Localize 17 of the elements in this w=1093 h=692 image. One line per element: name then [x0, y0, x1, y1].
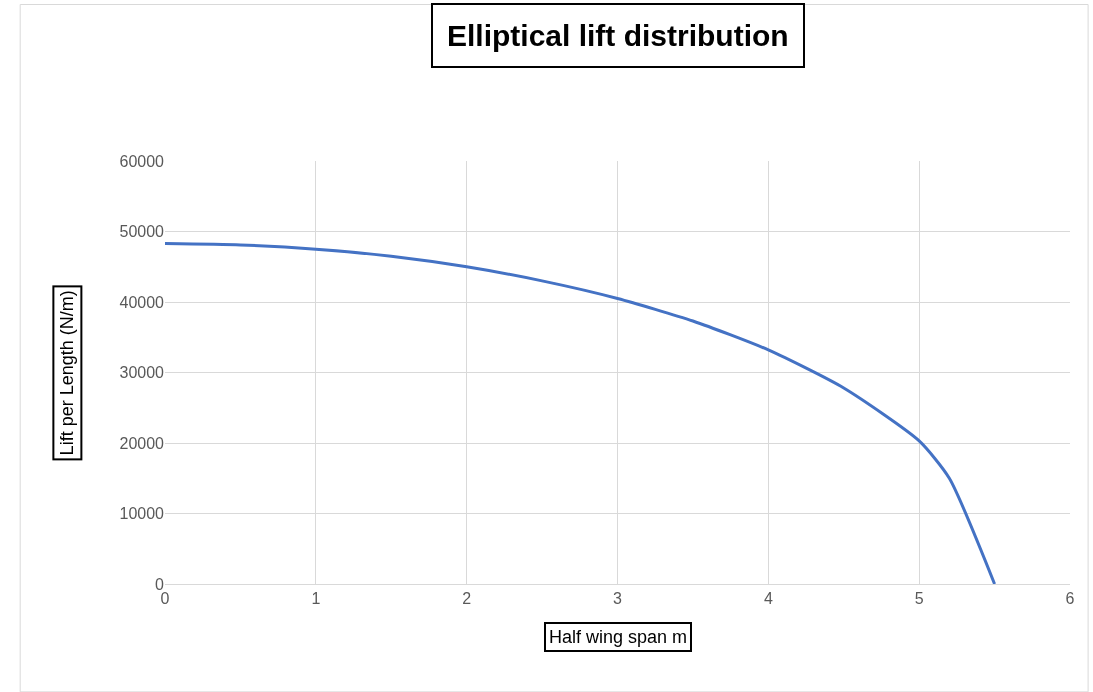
x-axis-title: Half wing span m: [549, 627, 688, 647]
x-tick-label: 3: [613, 590, 623, 608]
x-tick-label: 5: [914, 590, 924, 608]
chart-title: Elliptical lift distribution: [447, 19, 789, 52]
x-tick-label: 4: [763, 590, 773, 608]
x-tick-label: 2: [462, 590, 472, 608]
y-tick-label: 10000: [119, 505, 165, 523]
y-tick-label: 0: [155, 575, 165, 593]
line-series: [165, 241, 997, 584]
y-tick-label: 50000: [119, 223, 165, 241]
x-tick-label: 6: [1065, 590, 1075, 608]
x-tick-label: 1: [311, 590, 321, 608]
y-tick-label: 20000: [119, 434, 165, 452]
y-axis-title: Lift per Length (N/m): [57, 290, 78, 456]
y-tick-label: 30000: [119, 364, 165, 382]
y-tick-label: 40000: [119, 293, 165, 311]
y-tick-label: 60000: [119, 152, 165, 170]
